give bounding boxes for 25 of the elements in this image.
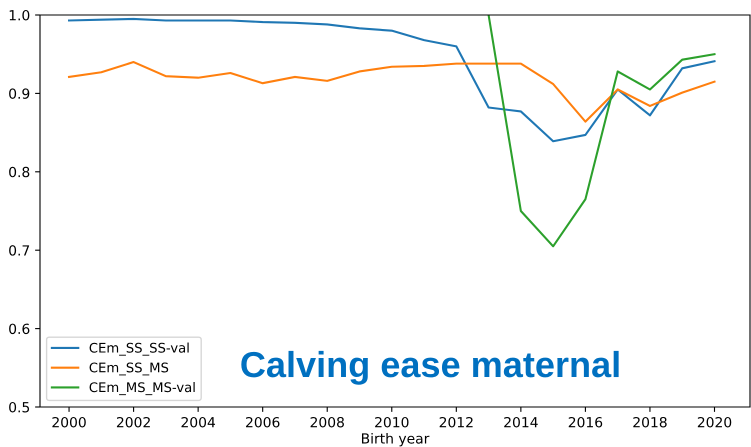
legend-label: CEm_SS_SS-val <box>90 342 189 356</box>
x-tick-label: 2004 <box>181 416 216 428</box>
x-tick-label: 2014 <box>504 416 538 428</box>
legend-label: CEm_MS_MS-val <box>90 382 195 396</box>
line-series <box>488 15 716 248</box>
line-series <box>68 60 716 123</box>
x-tick-label: 2010 <box>375 416 409 428</box>
x-tick-label: 2020 <box>698 416 732 428</box>
x-axis-title: Birth year <box>362 432 430 446</box>
x-tick-label: 2016 <box>568 416 602 428</box>
x-tick-label: 2000 <box>52 416 86 428</box>
x-tick-label: 2018 <box>633 416 667 428</box>
y-tick-label: 0.9 <box>9 88 30 99</box>
y-tick-label: 1.0 <box>10 10 30 20</box>
legend-label: CEm_SS_MS <box>90 362 168 376</box>
x-tick-label: 2002 <box>116 416 150 428</box>
x-tick-label: 2012 <box>440 416 473 428</box>
y-tick-label: 0.8 <box>9 166 30 178</box>
line-series <box>68 18 716 142</box>
x-tick-label: 2008 <box>310 416 344 428</box>
y-tick-label: 0.5 <box>9 402 30 412</box>
y-tick-label: 0.7 <box>9 245 30 256</box>
y-tick-label: 0.6 <box>9 324 30 334</box>
x-tick-label: 2006 <box>246 416 280 428</box>
annotation: Calving ease maternal <box>241 350 619 385</box>
